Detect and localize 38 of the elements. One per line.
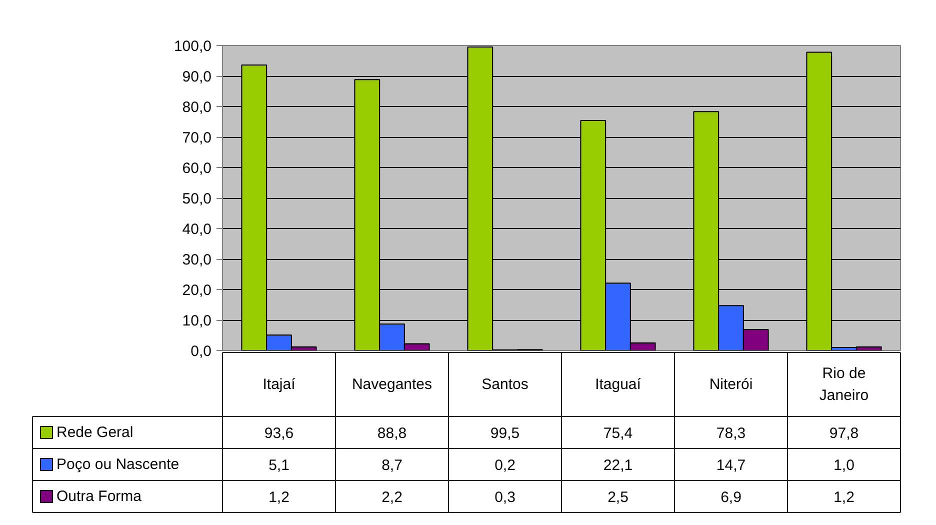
- legend-label: Outra Forma: [56, 488, 142, 505]
- data-label: 1,0: [834, 457, 854, 474]
- y-tick-label: 10,0: [182, 312, 212, 330]
- x-tick-label: Santos: [482, 376, 528, 393]
- legend-label: Poço ou Nascente: [56, 456, 180, 473]
- data-label: 5,1: [268, 457, 290, 474]
- x-tick-label: Itajaí: [262, 376, 296, 393]
- data-label: 97,8: [829, 425, 859, 442]
- legend-label: Rede Geral: [56, 424, 134, 441]
- y-tick-label: 100,0: [174, 38, 212, 55]
- data-label: 2,5: [608, 489, 628, 506]
- x-tick-label: Navegantes: [352, 376, 432, 393]
- data-label: 2,2: [382, 489, 402, 506]
- y-tick-label: 60,0: [182, 160, 212, 177]
- data-label: 99,5: [490, 425, 520, 442]
- data-label: 78,3: [716, 425, 746, 442]
- data-label: 14,7: [716, 457, 746, 474]
- x-tick-label: Itaguaí: [595, 376, 642, 393]
- data-label: 6,9: [720, 489, 742, 506]
- y-tick-label: 70,0: [182, 130, 212, 146]
- y-tick-label: 80,0: [182, 99, 212, 116]
- data-label: 75,4: [603, 425, 633, 442]
- data-label: 1,2: [268, 489, 290, 506]
- data-label: 1,2: [834, 489, 854, 506]
- x-tick-label: Rio de Janeiro: [819, 364, 869, 404]
- x-tick-label: Niterói: [709, 376, 753, 393]
- data-label: 93,6: [264, 425, 294, 442]
- y-tick-label: 30,0: [182, 252, 212, 268]
- data-label: 8,7: [382, 457, 402, 474]
- data-label: 0,2: [494, 457, 516, 474]
- y-tick-label: 50,0: [182, 190, 212, 208]
- y-tick-label: 0,0: [190, 343, 212, 360]
- data-label: 88,8: [377, 425, 407, 442]
- y-tick-label: 20,0: [182, 282, 212, 299]
- y-tick-label: 40,0: [182, 221, 212, 238]
- y-tick-label: 90,0: [182, 68, 212, 86]
- data-label: 22,1: [603, 457, 633, 474]
- data-label: 0,3: [494, 489, 516, 506]
